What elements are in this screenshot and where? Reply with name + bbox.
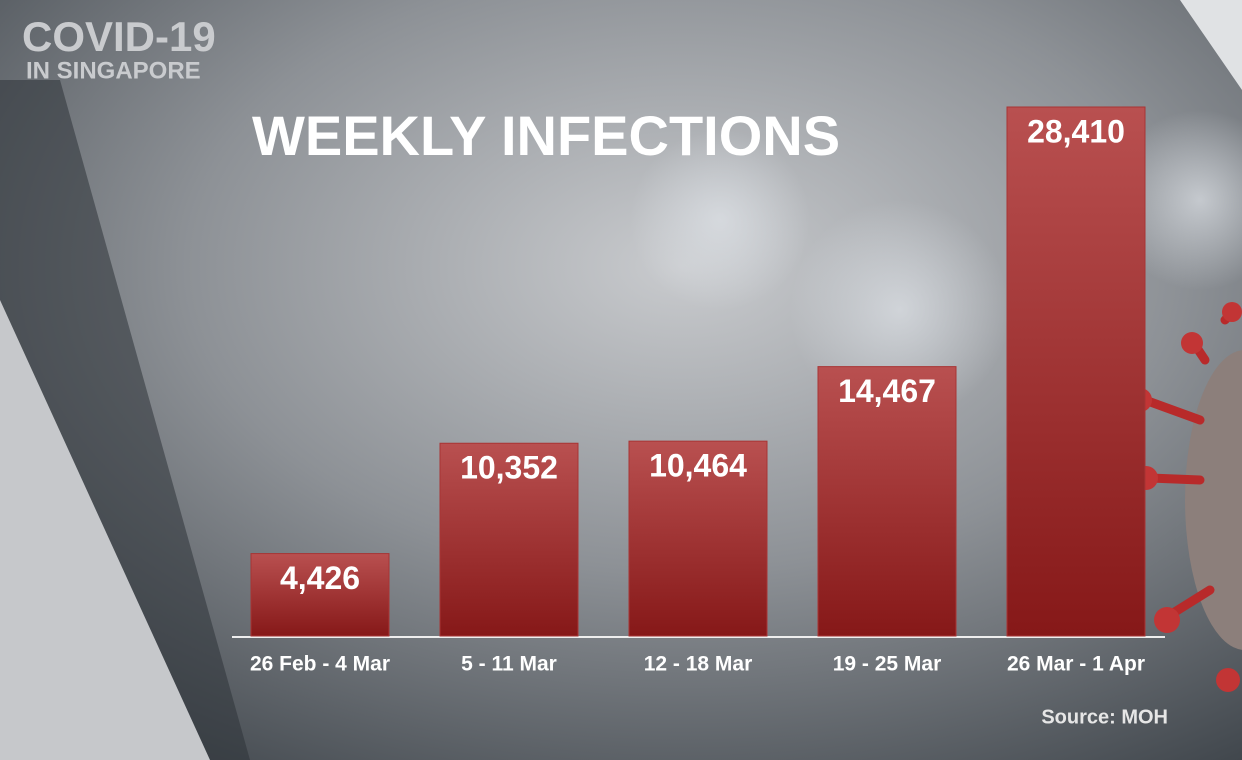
- virus: [1128, 302, 1242, 692]
- bar: [1006, 106, 1146, 637]
- decor-stripe: [0, 300, 210, 760]
- decor: [790, 200, 1010, 420]
- value-label: 4,426: [280, 560, 360, 596]
- source: Source: MOH: [1041, 706, 1168, 728]
- bar: [628, 440, 768, 637]
- x-tick-label: 26 Feb - 4 Mar: [250, 653, 390, 676]
- x-tick-label: 26 Mar - 1 Apr: [1007, 653, 1145, 676]
- value-label: 10,464: [649, 448, 747, 484]
- decor: [630, 130, 810, 310]
- bar: [250, 553, 390, 637]
- value-label: 10,352: [460, 450, 558, 486]
- bar: [439, 442, 579, 637]
- bar: [817, 366, 957, 637]
- brand: COVID-19: [22, 13, 216, 60]
- brand: IN SINGAPORE: [26, 57, 201, 84]
- x-tick-label: 19 - 25 Mar: [833, 653, 942, 676]
- x-tick-label: 5 - 11 Mar: [461, 653, 557, 676]
- decor-stripe: [1180, 0, 1242, 90]
- chart-title: WEEKLY INFECTIONS: [252, 104, 840, 167]
- value-label: 14,467: [838, 373, 936, 409]
- x-tick-label: 12 - 18 Mar: [644, 653, 753, 676]
- value-label: 28,410: [1027, 113, 1125, 149]
